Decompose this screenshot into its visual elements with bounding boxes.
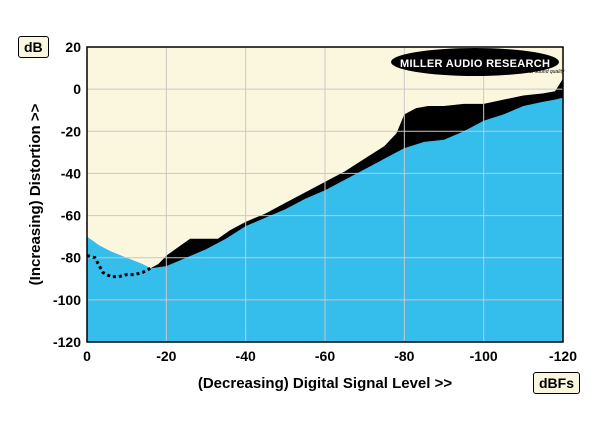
logo-tagline: setting the measure of sound quality (484, 69, 565, 75)
dotted-series (86, 254, 152, 279)
y-tick-label: -120 (53, 334, 81, 350)
y-tick-labels: 20 0 -20 -40 -60 -80 -100 -120 (53, 39, 81, 350)
plot-frame (86, 46, 564, 343)
x-tick-label: -20 (156, 348, 176, 364)
miller-audio-research-logo: MILLER AUDIO RESEARCH setting the measur… (391, 48, 565, 76)
plot-area (86, 46, 564, 343)
y-tick-label: -60 (61, 208, 81, 224)
y-tick-label: -80 (61, 250, 81, 266)
x-tick-label: -80 (394, 348, 414, 364)
x-unit-text: dBFs (539, 375, 574, 391)
x-tick-label: 0 (83, 348, 91, 364)
x-tick-label: -100 (470, 348, 498, 364)
x-tick-labels: 0 -20 -40 -60 -80 -100 -120 (83, 348, 577, 364)
x-tick-label: -60 (315, 348, 335, 364)
x-axis-title: (Decreasing) Digital Signal Level >> (198, 375, 452, 392)
y-axis-title: (Increasing) Distortion >> (27, 103, 44, 285)
y-tick-label: -40 (61, 165, 81, 181)
dotted-line (86, 254, 152, 279)
y-tick-label: -100 (53, 292, 81, 308)
y-unit-text: dB (24, 39, 43, 55)
y-unit-label: dB (18, 36, 49, 58)
y-tick-label: 20 (65, 39, 81, 55)
y-tick-label: -20 (61, 123, 81, 139)
x-tick-label: -40 (236, 348, 256, 364)
y-tick-label: 0 (73, 81, 81, 97)
x-tick-label: -120 (549, 348, 577, 364)
logo-ellipse (391, 48, 559, 76)
logo-title: MILLER AUDIO RESEARCH (400, 58, 550, 70)
x-unit-label: dBFs (533, 372, 580, 394)
